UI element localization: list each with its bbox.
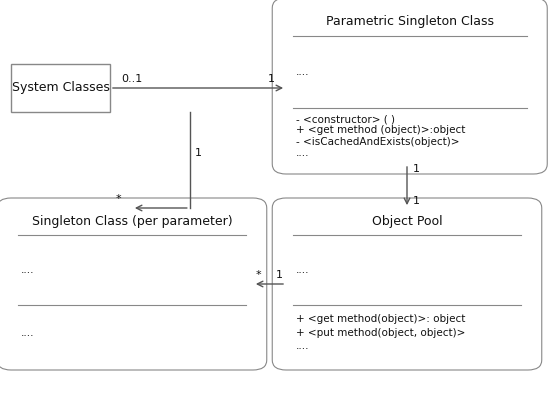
Text: 1: 1	[268, 74, 275, 84]
Text: + <get method(object)>: object: + <get method(object)>: object	[296, 314, 465, 324]
FancyBboxPatch shape	[0, 198, 267, 370]
FancyBboxPatch shape	[272, 198, 542, 370]
Text: + <put method(object, object)>: + <put method(object, object)>	[296, 328, 465, 338]
Text: - <constructor> ( ): - <constructor> ( )	[296, 114, 395, 124]
Text: - <isCachedAndExists(object)>: - <isCachedAndExists(object)>	[296, 136, 459, 146]
Text: *: *	[116, 194, 121, 204]
Text: Singleton Class (per parameter): Singleton Class (per parameter)	[32, 215, 232, 228]
Text: 1: 1	[195, 148, 202, 158]
Text: + <get method (object)>:object: + <get method (object)>:object	[296, 125, 465, 135]
FancyBboxPatch shape	[272, 0, 547, 174]
Text: Parametric Singleton Class: Parametric Singleton Class	[326, 15, 494, 28]
Text: System Classes: System Classes	[12, 82, 109, 94]
FancyBboxPatch shape	[11, 64, 110, 112]
Text: ....: ....	[296, 341, 310, 351]
Text: ....: ....	[21, 328, 35, 338]
Text: *: *	[256, 270, 261, 280]
Text: Object Pool: Object Pool	[372, 215, 442, 228]
Text: 0..1: 0..1	[121, 74, 142, 84]
Text: 1: 1	[276, 270, 283, 280]
Text: ....: ....	[21, 265, 35, 275]
Text: ....: ....	[296, 67, 310, 77]
Text: 1: 1	[412, 196, 420, 206]
Text: ....: ....	[296, 265, 310, 275]
Text: ....: ....	[296, 148, 310, 158]
Text: 1: 1	[412, 164, 420, 174]
